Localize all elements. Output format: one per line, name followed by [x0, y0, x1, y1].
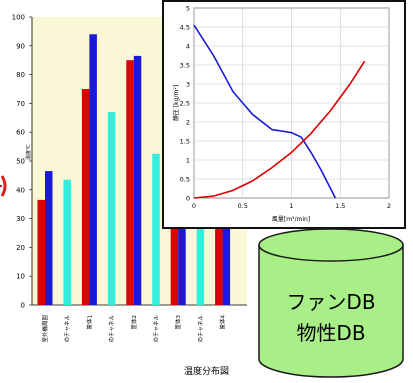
bar-red: [37, 199, 45, 305]
bar-category-label: 筐体2: [130, 315, 138, 330]
curve-x-tick-label: 0: [192, 202, 196, 210]
bar-category-label: 筐体3: [174, 314, 182, 329]
curve-y-tick-label: 4.5: [180, 24, 190, 32]
bar-cyan: [107, 112, 116, 305]
curve-y-tick-label: 0: [186, 195, 190, 203]
bar-category-label: のチャネル: [64, 315, 71, 343]
bar-blue: [178, 178, 186, 305]
red-arrow-icon: [0, 175, 7, 197]
curve-y-tick-label: 5: [186, 5, 190, 13]
curve-y-tick-label: 2: [186, 119, 190, 127]
bar-blue: [45, 171, 53, 305]
bar-red: [126, 60, 134, 306]
bar-y-tick-label: 50: [16, 158, 25, 166]
fan-curve-chart: 0 0.5 1 1.5 2 2.5 3 3.5 4 4.5 5 0 0.5 1 1.5 2 静圧 [kg/m²…: [172, 5, 391, 224]
curve-y-tick-label: 4: [186, 43, 190, 51]
curve-y-tick-label: 3.5: [180, 62, 190, 70]
database-label-material: 物性DB: [296, 321, 365, 345]
bar-category-label: 筐体1: [85, 315, 93, 330]
bar-cyan: [152, 153, 160, 305]
curve-x-tick-label: 1: [289, 202, 293, 210]
bar-y-tick-label: 90: [16, 42, 25, 50]
bar-y-tick-label: 0: [21, 302, 25, 310]
bar-category-label: のチャネル: [153, 315, 160, 343]
bar-series: [37, 34, 231, 306]
bar-y-tick-label: 100: [12, 14, 25, 22]
bar-cyan: [196, 195, 205, 305]
curve-x-tick-label: 0.5: [238, 202, 248, 210]
bar-category-label: のチャネル: [197, 315, 204, 343]
bar-y-tick-label: 30: [16, 215, 25, 223]
bar-y-axis-label: 温度℃: [25, 144, 32, 160]
fan-curve-panel: 0 0.5 1 1.5 2 2.5 3 3.5 4 4.5 5 0 0.5 1 1.5 2 静圧 [kg/m²…: [162, 0, 406, 229]
curve-y-tick-label: 1: [186, 157, 190, 165]
curve-x-tick-label: 2: [387, 202, 391, 210]
curve-series: [193, 24, 366, 199]
bar-y-tick-label: 80: [16, 71, 25, 79]
curve-y-tick-label: 3: [186, 81, 190, 89]
curve-gridlines: 0 0.5 1 1.5 2 2.5 3 3.5 4 4.5 5 0 0.5 1 1.5 2: [180, 5, 391, 211]
bar-y-tick-label: 10: [16, 273, 25, 281]
bar-y-tick-label: 20: [16, 244, 25, 252]
bar-category-label: 室外機周囲: [41, 315, 49, 343]
bar-blue: [133, 55, 142, 305]
bar-red: [215, 168, 223, 305]
curve-y-axis-label: 静圧 [kg/m²]: [172, 85, 180, 121]
bar-category-labels: 室外機周囲 のチャネル 筐体1 のチャネル 筐体2 のチャネル 筐体3 のチャネル 筐体4: [41, 314, 227, 342]
curve-y-tick-label: 0.5: [180, 176, 190, 184]
figure-caption: 温度分布図: [183, 367, 229, 377]
bar-category-label: のチャネル: [109, 315, 116, 343]
bar-blue: [222, 163, 231, 305]
bar-y-tick-label: 70: [16, 100, 25, 108]
bar-y-tick-label: 60: [16, 129, 25, 137]
database-cylinder-icon: ファンDB 物性DB: [258, 228, 404, 378]
bar-blue: [89, 34, 97, 305]
database-label-fan: ファンDB: [286, 290, 375, 314]
curve-y-tick-label: 2.5: [180, 100, 190, 108]
curve-x-tick-label: 1.5: [335, 202, 345, 210]
curve-x-axis-label: 風量[m³/min]: [272, 216, 310, 223]
bar-cyan: [63, 179, 71, 305]
bar-y-tick-label: 40: [16, 186, 25, 194]
bar-category-label: 筐体4: [219, 314, 227, 329]
bar-red: [81, 89, 90, 305]
curve-line-blue: [193, 24, 337, 199]
curve-y-tick-label: 1.5: [180, 138, 190, 146]
bar-red: [170, 169, 179, 305]
curve-line-red: [193, 60, 366, 199]
